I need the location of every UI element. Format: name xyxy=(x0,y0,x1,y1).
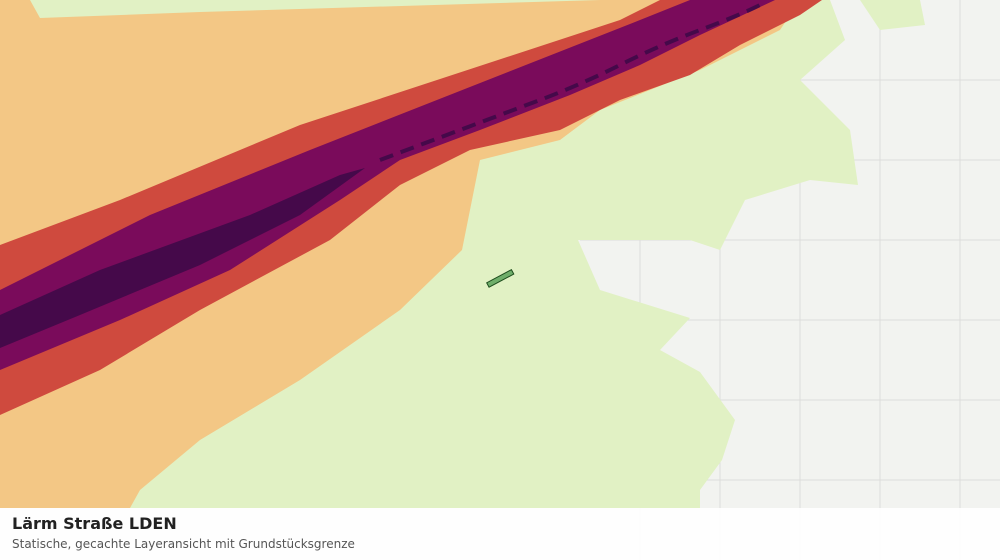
parcel-boundary xyxy=(486,268,515,288)
noise-zone-70 xyxy=(0,168,365,348)
road-core xyxy=(379,3,761,162)
green-area xyxy=(860,0,925,30)
noise-zone-60 xyxy=(0,0,822,415)
noise-zone-55 xyxy=(0,0,800,508)
map-title: Lärm Straße LDEN xyxy=(12,514,177,533)
map-subtitle: Statische, gecachte Layeransicht mit Gru… xyxy=(12,537,355,551)
noise-zone-65 xyxy=(0,0,775,370)
legend-panel: Lärm Straße LDEN Statische, gecachte Lay… xyxy=(0,508,1000,560)
